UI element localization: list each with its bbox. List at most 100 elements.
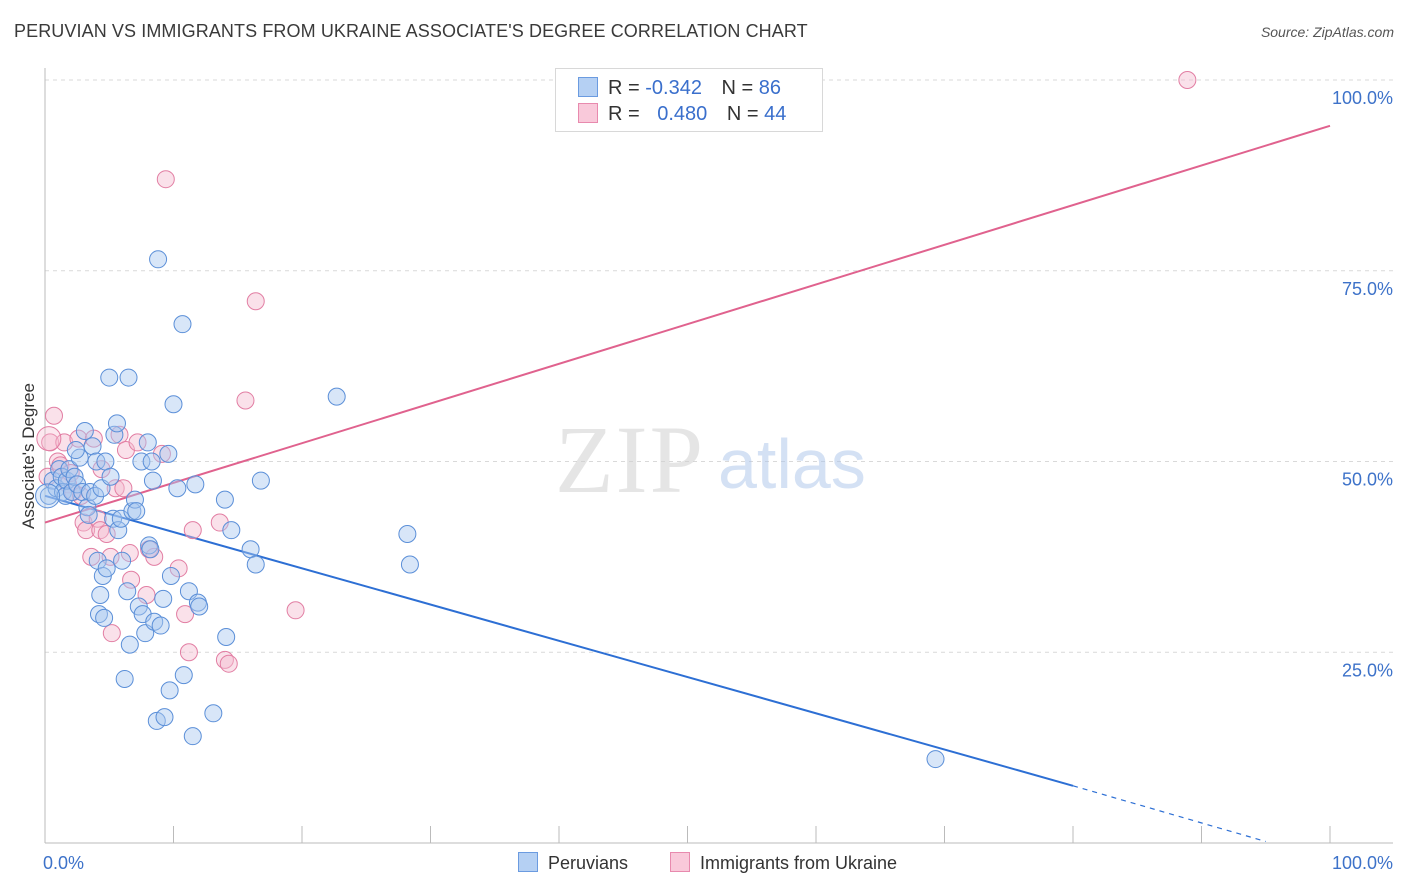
trend-line-peruvians-extension	[1072, 785, 1266, 843]
data-point-peruvian	[104, 509, 123, 528]
data-point-peruvian	[159, 444, 178, 463]
data-point-peruvian	[115, 669, 134, 688]
data-point-ukraine	[106, 479, 125, 498]
data-point-ukraine	[156, 170, 175, 189]
data-point-peruvian	[155, 708, 174, 727]
watermark: ZIP atlas	[555, 406, 866, 513]
data-point-peruvian	[66, 441, 85, 460]
data-point-ukraine	[179, 643, 198, 662]
data-point-peruvian	[83, 437, 102, 456]
gridlines	[45, 79, 1393, 653]
data-point-ukraine	[286, 601, 305, 620]
data-point-ukraine	[183, 521, 202, 540]
data-point-peruvian	[160, 681, 179, 700]
data-point-peruvian	[118, 582, 137, 601]
tick-labels: 25.0% 50.0% 75.0% 100.0% 0.0% 100.0%	[43, 88, 1393, 873]
peruvian-points	[35, 250, 945, 769]
data-point-peruvian	[35, 483, 61, 509]
n-value: 44	[764, 103, 787, 125]
data-point-peruvian	[123, 502, 142, 521]
correlation-legend: R = -0.342 N = 86 R = 0.480 N = 44	[555, 68, 823, 132]
data-point-peruvian	[154, 589, 173, 608]
data-point-peruvian	[143, 471, 162, 490]
x-tick-label: 0.0%	[43, 853, 84, 873]
data-point-peruvian	[161, 566, 180, 585]
y-tick-label: 100.0%	[1332, 88, 1393, 108]
data-point-ukraine	[102, 624, 121, 643]
n-value: 86	[758, 77, 782, 99]
trend-lines	[44, 124, 1331, 843]
data-point-ukraine	[1178, 71, 1197, 89]
data-point-peruvian	[149, 250, 168, 269]
data-point-ukraine	[122, 570, 141, 589]
data-point-peruvian	[107, 414, 126, 433]
data-point-peruvian	[173, 315, 192, 334]
data-point-peruvian	[100, 368, 119, 387]
data-point-peruvian	[400, 555, 419, 574]
data-point-ukraine	[176, 605, 195, 624]
data-point-ukraine	[246, 292, 265, 311]
data-point-peruvian	[204, 704, 223, 723]
n-label: N =	[726, 103, 759, 125]
data-point-ukraine	[84, 429, 103, 448]
data-point-peruvian	[251, 471, 270, 490]
data-point-peruvian	[215, 490, 234, 509]
data-point-peruvian	[96, 452, 115, 471]
data-point-peruvian	[119, 368, 138, 387]
legend-row-ukraine: R = 0.480 N = 44	[578, 103, 786, 127]
data-point-ukraine	[77, 521, 96, 540]
legend-row-peruvians: R = -0.342 N = 86	[578, 77, 781, 101]
watermark-zip: ZIP	[555, 406, 705, 513]
y-tick-label: 25.0%	[1342, 660, 1393, 680]
legend-label-ukraine: Immigrants from Ukraine	[700, 853, 898, 873]
data-point-peruvian	[95, 608, 114, 627]
r-value: -0.342	[645, 77, 702, 99]
data-point-peruvian	[138, 433, 157, 452]
data-point-peruvian	[926, 750, 945, 769]
data-point-peruvian	[217, 627, 236, 646]
x-tick-label: 100.0%	[1332, 853, 1393, 873]
peruvians-swatch	[578, 77, 598, 97]
source-label: Source: ZipAtlas.com	[1260, 24, 1394, 40]
data-point-peruvian	[151, 616, 170, 635]
watermark-atlas: atlas	[718, 425, 866, 503]
data-point-peruvian	[91, 586, 110, 605]
data-point-peruvian	[141, 540, 160, 559]
data-point-peruvian	[222, 521, 241, 540]
data-point-peruvian	[127, 502, 146, 521]
data-point-peruvian	[246, 555, 265, 574]
data-point-ukraine	[88, 509, 107, 528]
r-value: 0.480	[657, 103, 708, 125]
axes	[44, 68, 1393, 844]
data-point-peruvian	[75, 421, 94, 440]
data-point-peruvian	[113, 551, 132, 570]
trend-line-ukraine	[44, 124, 1331, 524]
data-point-peruvian	[132, 452, 151, 471]
legend-label-peruvians: Peruvians	[548, 853, 629, 873]
data-point-peruvian	[101, 467, 120, 486]
data-point-ukraine	[128, 433, 147, 452]
data-point-ukraine	[97, 524, 116, 543]
data-point-peruvian	[86, 486, 105, 505]
data-point-ukraine	[36, 426, 62, 452]
data-point-peruvian	[125, 490, 144, 509]
data-point-ukraine	[169, 559, 188, 578]
data-point-ukraine	[120, 544, 139, 563]
data-point-ukraine	[110, 425, 129, 444]
ukraine-swatch	[670, 852, 690, 872]
data-point-ukraine	[152, 444, 171, 463]
data-point-peruvian	[164, 395, 183, 414]
data-point-peruvian	[120, 635, 139, 654]
y-tick-label: 50.0%	[1342, 470, 1393, 490]
data-point-peruvian	[183, 727, 202, 746]
ukraine-points	[36, 71, 1197, 673]
data-point-peruvian	[241, 540, 260, 559]
trend-line-peruvians	[44, 494, 1074, 787]
data-point-peruvian	[186, 475, 205, 494]
r-label: R =	[608, 103, 640, 125]
legend-item-peruvians[interactable]: Peruvians	[518, 852, 628, 874]
legend-item-ukraine[interactable]: Immigrants from Ukraine	[670, 852, 897, 874]
data-point-ukraine	[69, 429, 88, 448]
peruvians-swatch	[518, 852, 538, 872]
